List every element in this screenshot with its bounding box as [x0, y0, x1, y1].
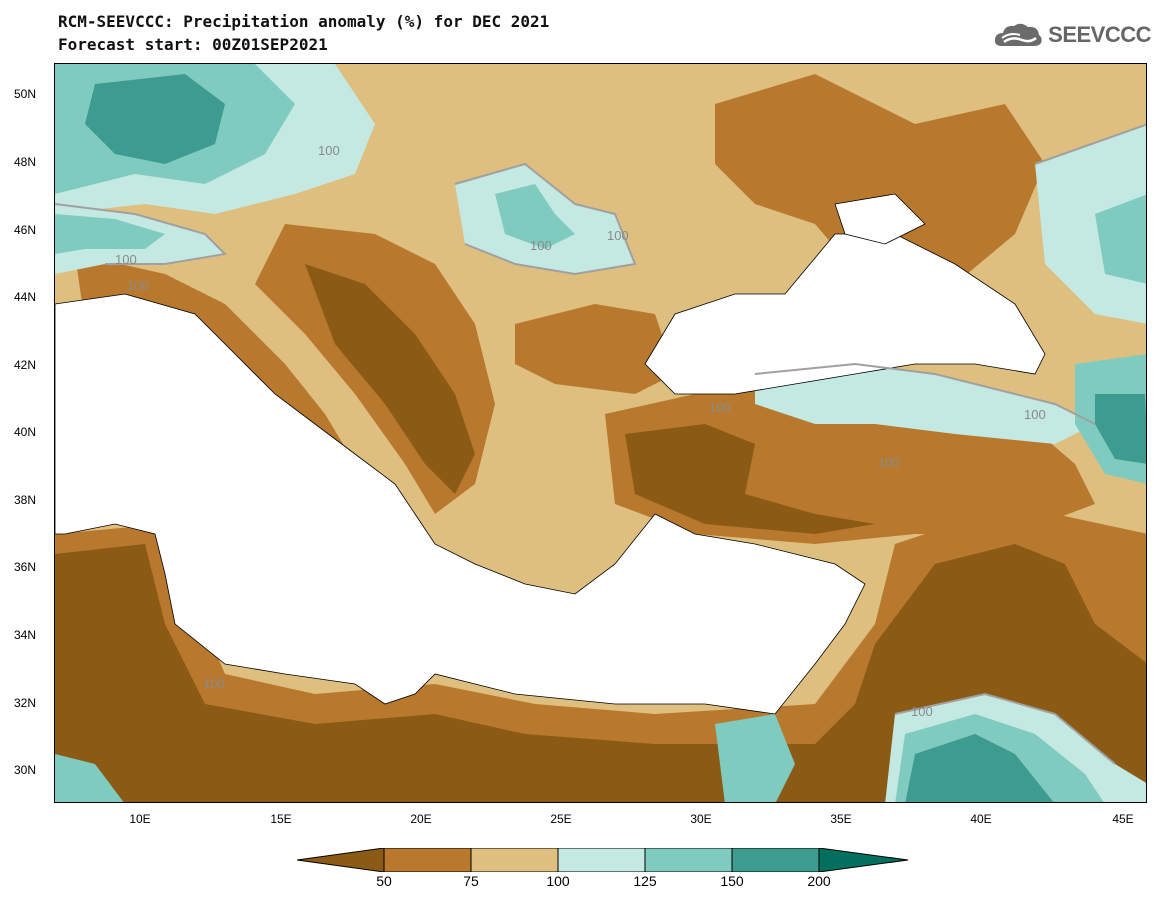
colorbar-segment — [470, 848, 559, 872]
cloud-icon — [995, 23, 1042, 46]
mediterranean-sea — [55, 293, 866, 715]
wet-arabia-strong — [905, 734, 1054, 802]
colorbar-segment — [383, 848, 472, 872]
lat-label: 40N — [14, 425, 37, 439]
dry-strong-balkans — [305, 264, 475, 494]
colorbar-tick-label: 50 — [376, 873, 392, 889]
dry-strong-north-africa — [55, 544, 1146, 802]
contour-label: 100 — [115, 252, 137, 267]
lon-label: 35E — [830, 812, 852, 826]
lon-label: 10E — [129, 812, 151, 826]
colorbar-segment — [731, 848, 820, 872]
contour-label: 100 — [607, 228, 629, 243]
colorbar-tick-label: 150 — [720, 873, 744, 889]
lat-label: 46N — [14, 223, 37, 237]
lon-label: 25E — [550, 812, 572, 826]
sea-of-azov — [834, 193, 926, 245]
dry-ukraine — [715, 74, 1045, 294]
colorbar-legend — [297, 848, 909, 872]
wet-alps-strong — [55, 214, 165, 254]
lat-label: 30N — [14, 763, 37, 777]
precipitation-anomaly-map: 100 100 100 100 100 100 100 100 100 100 — [54, 63, 1147, 803]
contour-label: 100 — [203, 676, 225, 691]
wet-caucasus-strong — [1095, 394, 1146, 464]
lat-label: 38N — [14, 493, 37, 507]
contour-value-labels: 100 100 100 100 100 100 100 100 100 100 — [115, 143, 1046, 719]
lon-label: 40E — [970, 812, 992, 826]
colorbar-segment — [557, 848, 646, 872]
lat-label: 42N — [14, 358, 37, 372]
dry-strong-anatolia — [625, 424, 875, 534]
contour-label: 100 — [530, 238, 552, 253]
wet-russia-mid — [1095, 194, 1146, 284]
colorbar-segment — [297, 848, 385, 872]
wet-egypt — [715, 714, 795, 802]
lat-label: 50N — [14, 87, 37, 101]
logo-text: SEEVCCC — [1048, 22, 1151, 47]
lon-label: 45E — [1112, 812, 1134, 826]
dry-romania — [515, 304, 675, 394]
contour-label: 100 — [709, 400, 731, 415]
colorbar-tick-label: 100 — [546, 873, 570, 889]
contour-label: 100 — [878, 455, 900, 470]
contour-label: 100 — [318, 143, 340, 158]
contour-lines — [55, 123, 1146, 765]
wet-libya-west — [55, 754, 124, 802]
contour-label: 100 — [127, 278, 149, 293]
seevccc-logo: SEEVCCC — [992, 20, 1151, 50]
colorbar-segment — [818, 848, 909, 872]
lon-label: 20E — [410, 812, 432, 826]
map-title-line1: RCM-SEEVCCC: Precipitation anomaly (%) f… — [58, 12, 550, 31]
lat-label: 44N — [14, 290, 37, 304]
wet-hungary-mid — [495, 184, 575, 249]
lat-label: 48N — [14, 155, 37, 169]
lat-label: 32N — [14, 696, 37, 710]
black-sea — [644, 233, 1046, 395]
map-canvas: 100 100 100 100 100 100 100 100 100 100 — [55, 64, 1146, 802]
colorbar-segment — [644, 848, 733, 872]
lon-label: 30E — [690, 812, 712, 826]
colorbar-tick-label: 75 — [463, 873, 479, 889]
contour-label: 100 — [911, 704, 933, 719]
wet-black-sea-coast — [755, 364, 1095, 444]
lat-label: 36N — [14, 560, 37, 574]
contour-label: 100 — [1024, 407, 1046, 422]
colorbar-tick-label: 125 — [633, 873, 657, 889]
colorbar-tick-label: 200 — [807, 873, 831, 889]
wet-strong-central-europe — [85, 74, 225, 164]
lat-label: 34N — [14, 628, 37, 642]
map-title-line2: Forecast start: 00Z01SEP2021 — [58, 35, 328, 54]
lon-label: 15E — [270, 812, 292, 826]
